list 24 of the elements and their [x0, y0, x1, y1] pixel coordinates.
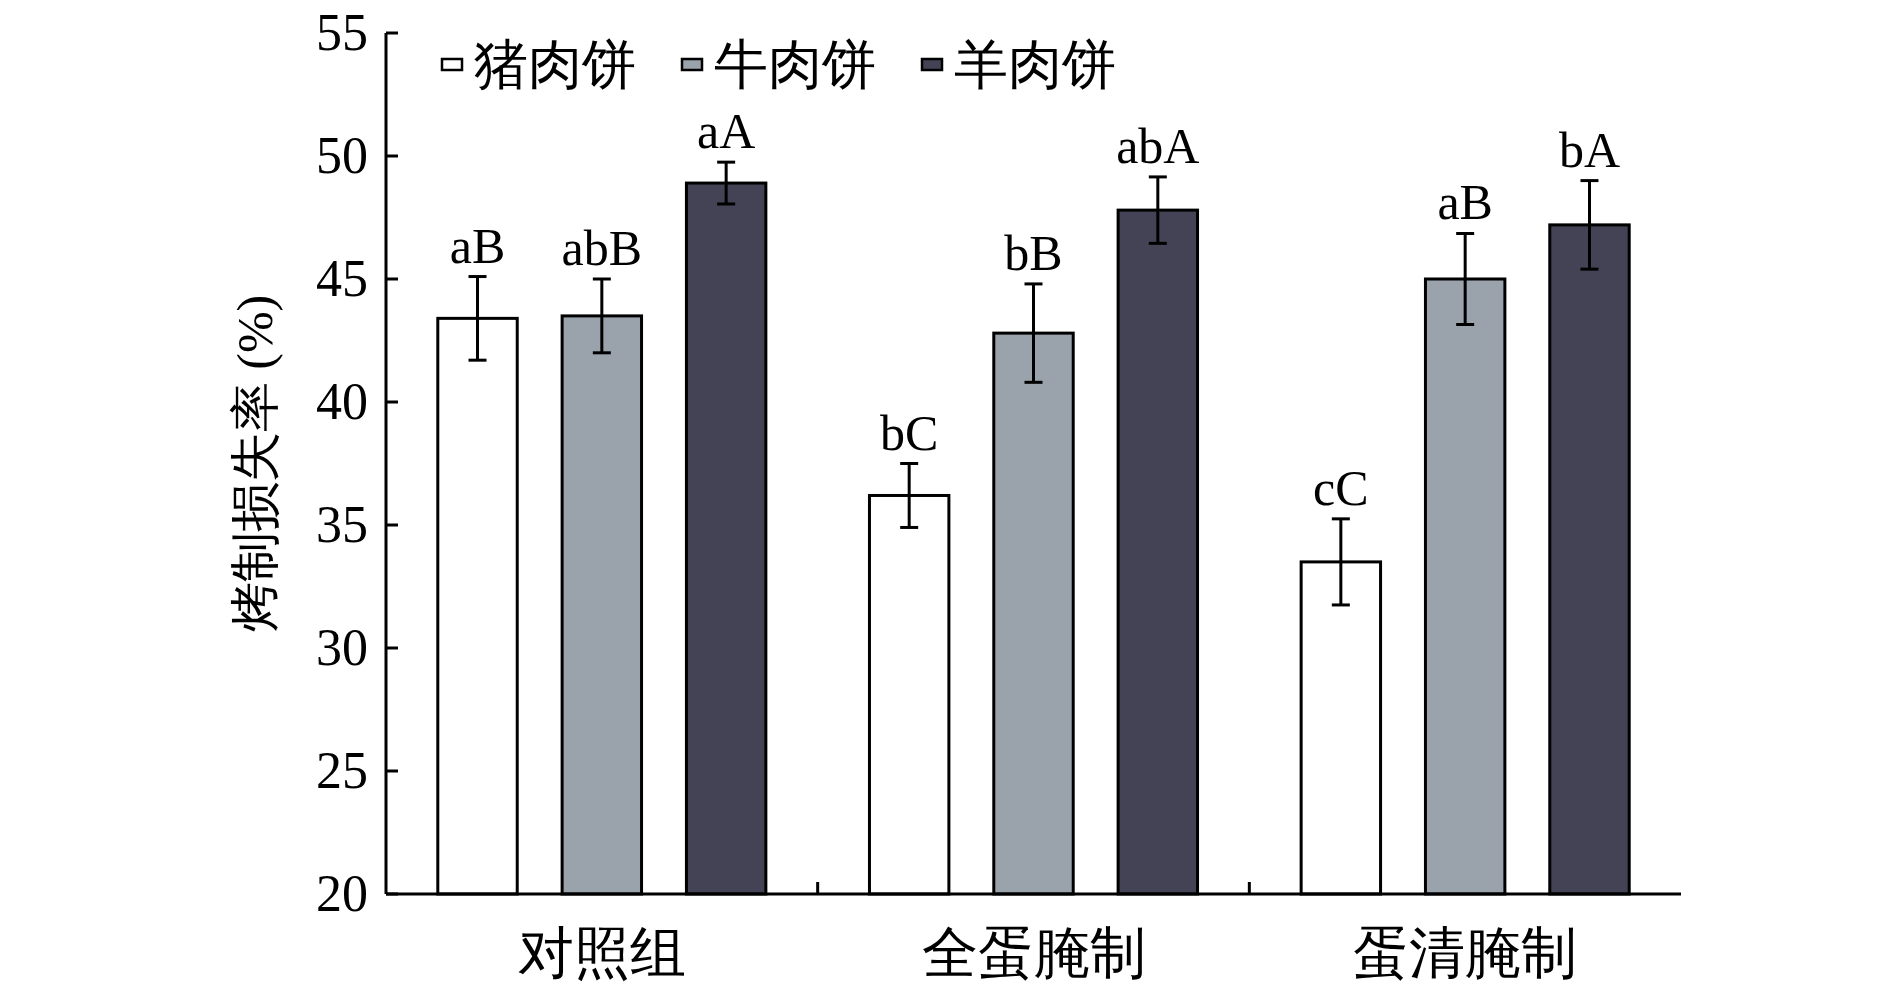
data-label: abB: [561, 220, 643, 276]
y-axis-title: 烤制损失率 (%): [227, 294, 283, 633]
data-label: abA: [1116, 117, 1200, 174]
x-tick-label: 对照组: [517, 922, 686, 984]
legend-label: 羊肉饼: [954, 35, 1116, 95]
data-label: aA: [697, 103, 756, 160]
data-label: aB: [1437, 174, 1493, 231]
y-tick-label: 45: [316, 250, 368, 307]
y-tick-label: 30: [316, 619, 368, 676]
y-tick-label: 35: [316, 496, 368, 553]
y-tick-label: 25: [316, 742, 368, 799]
x-tick-label: 全蛋腌制: [921, 922, 1146, 984]
data-label: aB: [449, 217, 506, 274]
legend-label: 牛肉饼: [714, 35, 876, 95]
y-tick-label: 50: [316, 127, 368, 184]
y-tick-label: 55: [316, 4, 368, 61]
legend-label: 猪肉饼: [474, 35, 636, 95]
y-tick-label: 40: [316, 373, 368, 430]
data-label: cC: [1313, 459, 1369, 516]
data-label: bA: [1558, 121, 1621, 178]
data-label: bB: [1004, 224, 1063, 281]
x-tick-label: 蛋清腌制: [1353, 922, 1578, 984]
y-tick-label: 20: [316, 865, 368, 922]
data-label: bC: [880, 404, 939, 461]
